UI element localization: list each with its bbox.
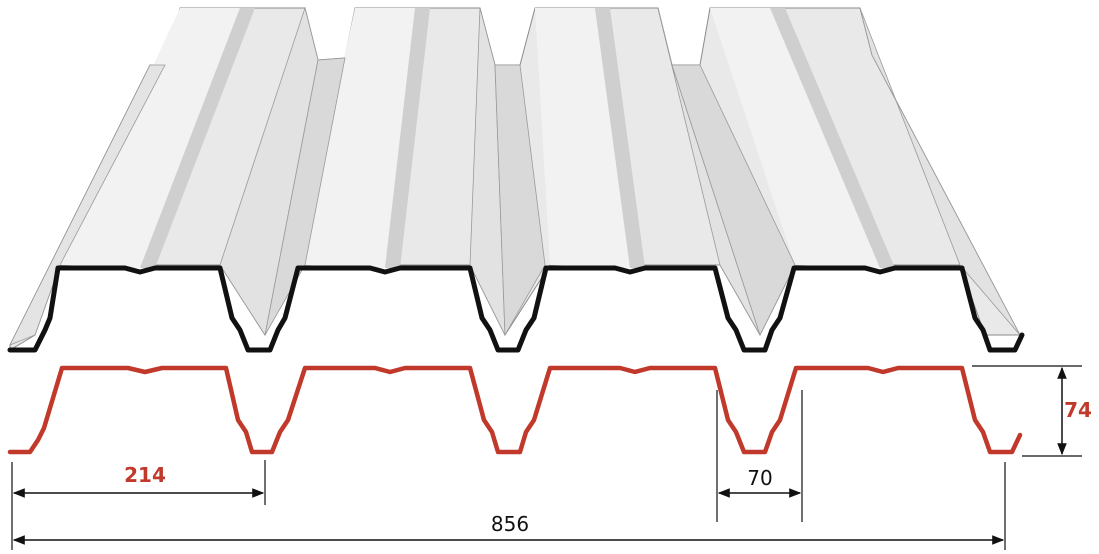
red-profile-section — [7, 365, 1023, 455]
valley-bottom-2 — [494, 64, 546, 337]
label-profile-height: 74 — [1064, 398, 1092, 422]
plateau-face-3 — [535, 8, 630, 268]
label-total-width: 856 — [491, 512, 529, 536]
dimension-lines — [11, 365, 1082, 550]
stiffener-strip-2 — [385, 8, 430, 268]
plateau-face-1 — [60, 8, 240, 268]
plateau-face-4 — [710, 8, 880, 268]
stiffener-strip-3 — [595, 8, 645, 268]
rib-sidewall-left — [9, 64, 166, 346]
label-valley-width: 70 — [747, 466, 772, 490]
sheet-3d-view — [7, 6, 1025, 353]
valley-bottom-3 — [671, 64, 796, 337]
plateau-face-2 — [300, 8, 415, 268]
stiffener-strip-1 — [140, 8, 255, 268]
stiffener-strip-4 — [770, 8, 895, 268]
valley-bottom-1 — [264, 57, 346, 336]
label-rib-pitch: 214 — [124, 463, 166, 487]
sheet-front-section — [7, 265, 1025, 353]
